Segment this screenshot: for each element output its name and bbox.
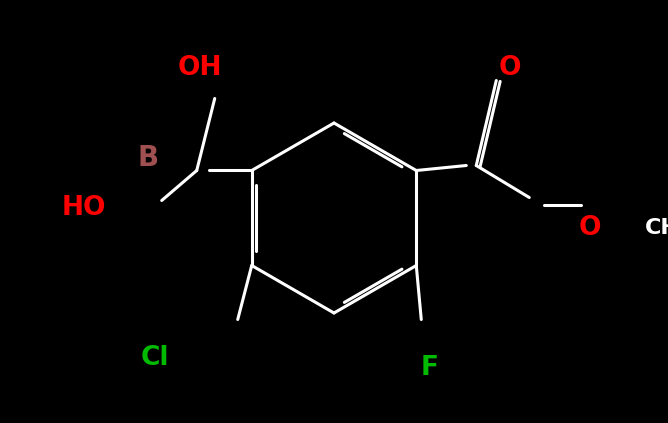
Text: Cl: Cl [141, 345, 169, 371]
Text: CH₃: CH₃ [645, 218, 668, 238]
Text: F: F [421, 355, 439, 381]
Text: B: B [138, 144, 158, 172]
Text: HO: HO [62, 195, 106, 221]
Text: OH: OH [178, 55, 222, 81]
Text: O: O [578, 215, 601, 241]
Text: O: O [499, 55, 521, 81]
